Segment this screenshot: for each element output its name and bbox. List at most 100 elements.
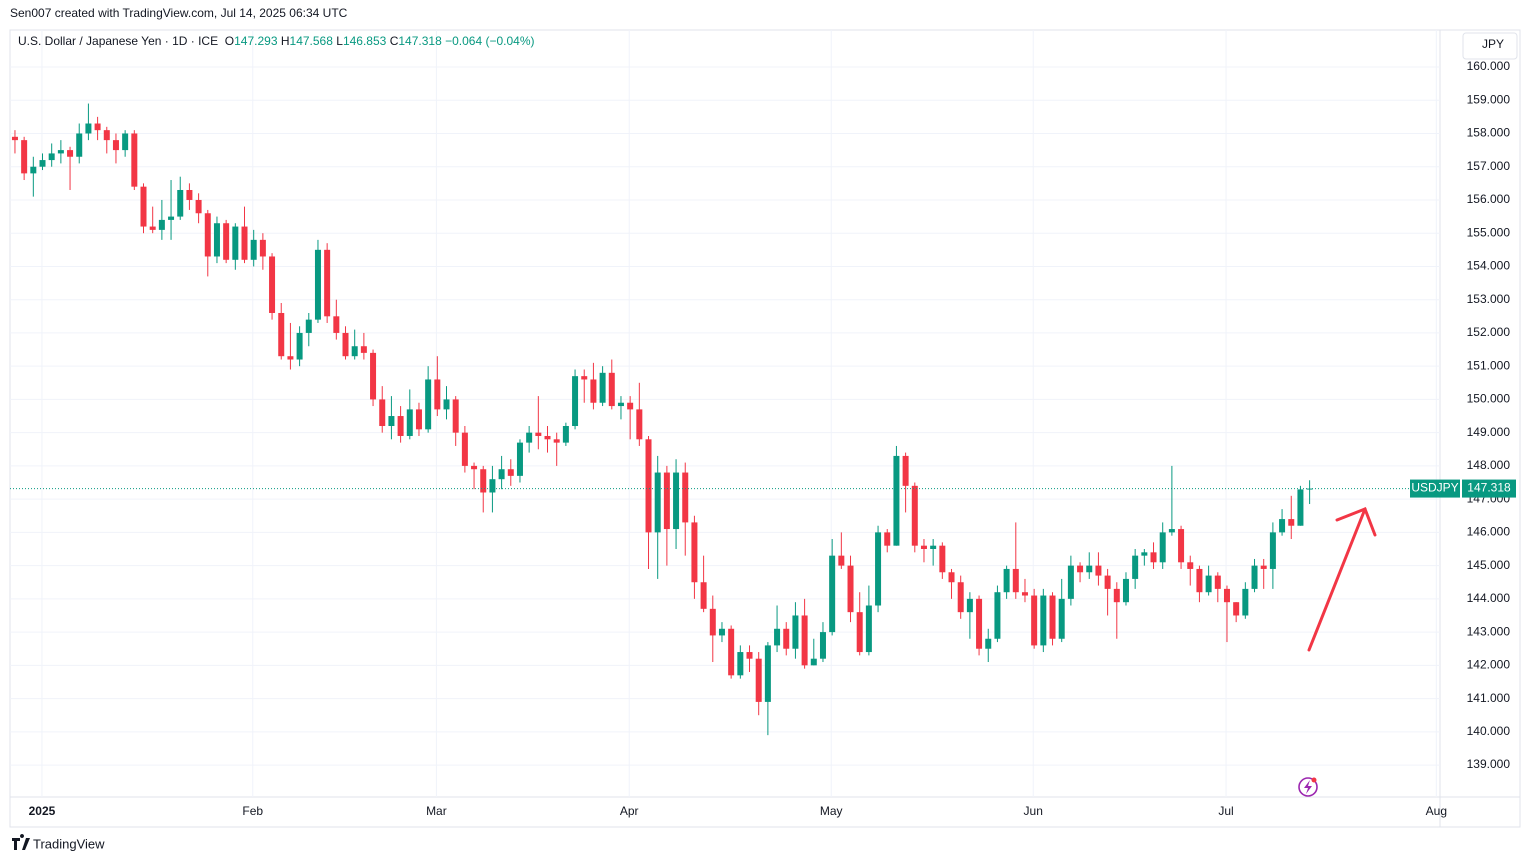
candle-body [755, 658, 762, 702]
open-label: O [224, 34, 235, 48]
candle-body [544, 435, 551, 440]
candle-body [966, 598, 973, 613]
candle-body [168, 216, 175, 220]
y-tick-label: 155.000 [1467, 225, 1511, 239]
candle-body [599, 372, 606, 403]
candle-body [57, 150, 64, 154]
candle-body [847, 565, 854, 613]
candle-body [112, 140, 119, 151]
candle-body [94, 123, 101, 131]
candle-body [471, 465, 478, 470]
candle-body [425, 379, 432, 430]
y-tick-label: 145.000 [1467, 558, 1511, 572]
candle-body [930, 545, 937, 549]
candle-body [911, 485, 918, 546]
candle-body [865, 605, 872, 653]
y-tick-label: 158.000 [1467, 126, 1511, 140]
candle-body [1104, 575, 1111, 589]
candle-body [1095, 565, 1102, 576]
y-tick-label: 154.000 [1467, 259, 1511, 273]
candle-body [76, 133, 83, 157]
credit: Sen007 created with TradingView.com, Jul… [10, 6, 348, 20]
candle-body [278, 312, 285, 357]
candle-body [645, 439, 652, 533]
price-tag-name-bg [1410, 479, 1460, 498]
candle-body [204, 213, 211, 257]
candle-body [709, 608, 716, 636]
candle-body [535, 432, 542, 436]
candle-body [1058, 598, 1065, 639]
close-label: C [389, 34, 399, 48]
lightning-icon [1298, 777, 1318, 797]
candle-body [388, 416, 395, 427]
high-value: 147.568 [289, 34, 333, 48]
candle-body [1279, 519, 1286, 533]
candle-body [875, 532, 882, 606]
y-tick-label: 146.000 [1467, 525, 1511, 539]
y-tick-label: 148.000 [1467, 458, 1511, 472]
low-value: 146.853 [342, 34, 387, 48]
candle-body [67, 150, 74, 157]
candle-body [728, 628, 735, 676]
candle-body [269, 256, 276, 313]
candle-body [856, 612, 863, 653]
candle-body [103, 130, 110, 141]
candle-body [195, 199, 202, 214]
candle-body [498, 469, 505, 480]
candle-body [893, 455, 900, 546]
candle-body [1223, 588, 1230, 603]
candle-body [259, 239, 266, 257]
candle-body [884, 532, 891, 546]
candle-body [810, 658, 817, 666]
candle-body [654, 472, 661, 533]
candle-body [1214, 575, 1221, 589]
candle-body [1003, 568, 1010, 593]
candle-body [1067, 565, 1074, 599]
candle-body [333, 316, 340, 333]
candle-body [241, 226, 248, 260]
candle-body [489, 479, 496, 493]
currency: JPY [1482, 37, 1504, 51]
candle-body [581, 376, 588, 380]
candle-body [149, 226, 156, 230]
candle-body [838, 555, 845, 566]
x-tick-label: Aug [1426, 804, 1447, 818]
candle-body [1049, 595, 1056, 639]
y-tick-label: 152.000 [1467, 325, 1511, 339]
candle-body [764, 645, 771, 702]
candle-body [627, 402, 634, 410]
candle-body [994, 592, 1001, 639]
change: −0.064 [445, 34, 483, 48]
candle-body [691, 522, 698, 583]
price-tag-value: 147.318 [1467, 481, 1511, 495]
open-value: 147.293 [234, 34, 278, 48]
candle-body [920, 545, 927, 549]
y-tick-label: 139.000 [1467, 757, 1511, 771]
candle-body [342, 332, 349, 357]
candle-body [663, 472, 670, 530]
chart-frame [9, 29, 1521, 828]
candle-body [976, 598, 983, 649]
candle-body [461, 432, 468, 466]
candle-body [370, 352, 377, 400]
candle-body [443, 399, 450, 410]
y-tick-label: 153.000 [1467, 292, 1511, 306]
candle-body [1031, 595, 1038, 646]
candle-body [746, 652, 753, 659]
candle-body [131, 133, 138, 187]
candle-body [223, 223, 230, 260]
candle-body [415, 409, 422, 430]
candle-body [1077, 565, 1084, 573]
candle-body [360, 346, 367, 353]
candle-body [801, 615, 808, 666]
candle-body [21, 140, 28, 174]
y-tick-label: 144.000 [1467, 591, 1511, 605]
price-tag-bg [1462, 479, 1516, 498]
candle-body [948, 572, 955, 583]
candle-body [617, 402, 624, 407]
candle-body [434, 379, 441, 410]
candle-body [572, 376, 579, 427]
candle-body [1233, 602, 1240, 616]
x-tick-label: Feb [242, 804, 263, 818]
y-tick-label: 159.000 [1467, 92, 1511, 106]
